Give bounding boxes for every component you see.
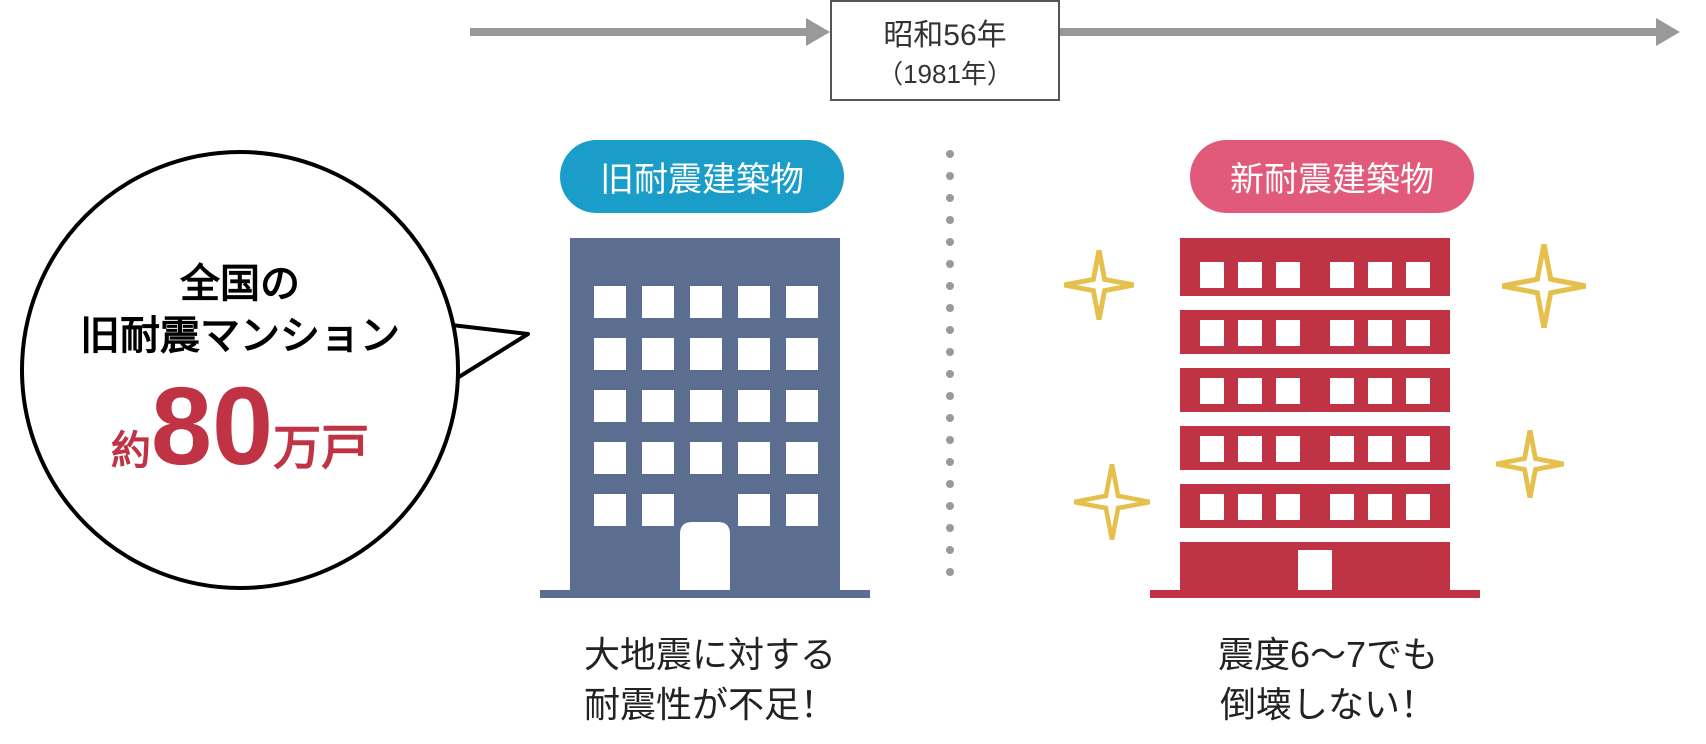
old-caption-line1: 大地震に対する	[584, 634, 836, 675]
new-standard-pill: 新耐震建築物	[1190, 140, 1474, 213]
year-divider-box: 昭和56年 （1981年）	[830, 0, 1060, 101]
year-era-label: 昭和56年	[832, 2, 1058, 54]
old-caption-line2: 耐震性が不足！	[584, 684, 836, 725]
bubble-stat-suffix: 万戸	[273, 408, 369, 478]
sparkle-icon	[1064, 250, 1134, 320]
timeline-right-arrow-head	[1656, 18, 1680, 46]
timeline-left-arrow-line	[470, 28, 806, 36]
old-standard-pill-label: 旧耐震建築物	[600, 161, 804, 199]
new-building-icon	[1150, 238, 1480, 598]
bubble-heading-line2: 旧耐震マンション	[80, 314, 400, 358]
speech-bubble-circle: 全国の 旧耐震マンション 約 80 万戸	[20, 150, 460, 590]
bubble-stat: 約 80 万戸	[111, 372, 369, 482]
bubble-stat-number: 80	[151, 372, 273, 482]
timeline-left-arrow-head	[806, 18, 830, 46]
section-divider-dots	[946, 150, 954, 590]
sparkle-icon	[1496, 430, 1564, 498]
bubble-heading: 全国の 旧耐震マンション	[80, 258, 400, 362]
new-standard-pill-label: 新耐震建築物	[1230, 161, 1434, 199]
bubble-stat-prefix: 約	[111, 418, 151, 476]
sparkle-icon	[1074, 464, 1150, 540]
new-building-caption: 震度6〜7でも 倒壊しない！	[1148, 630, 1508, 731]
new-caption-line1: 震度6〜7でも	[1218, 634, 1438, 675]
bubble-heading-line1: 全国の	[180, 262, 300, 306]
old-standard-pill: 旧耐震建築物	[560, 140, 844, 213]
old-building-icon	[540, 238, 870, 598]
stat-speech-bubble: 全国の 旧耐震マンション 約 80 万戸	[20, 150, 460, 590]
year-western-label: （1981年）	[832, 54, 1058, 99]
new-caption-line2: 倒壊しない！	[1220, 684, 1436, 725]
sparkle-icon	[1502, 244, 1586, 328]
timeline-right-arrow-line	[1060, 28, 1656, 36]
old-building-caption: 大地震に対する 耐震性が不足！	[520, 630, 900, 731]
